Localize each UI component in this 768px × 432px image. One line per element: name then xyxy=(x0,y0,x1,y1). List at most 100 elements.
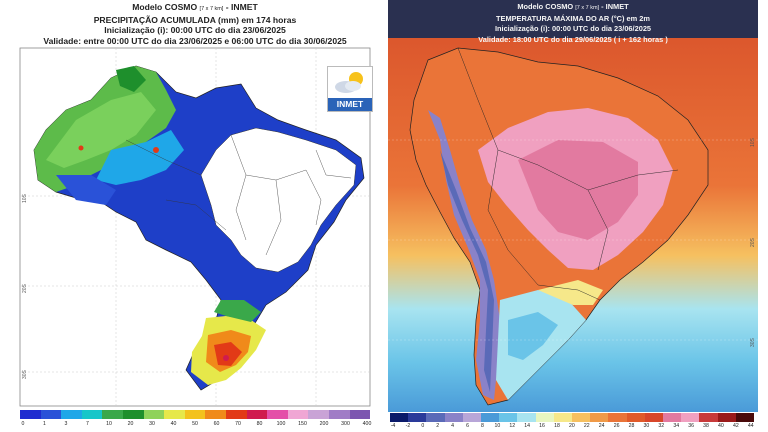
precip-validity: Validade: entre 00:00 UTC do dia 23/06/2… xyxy=(43,35,347,46)
colorbar-swatch xyxy=(81,410,103,419)
colorbar-tick-label: 4 xyxy=(451,423,455,429)
colorbar-swatch xyxy=(390,413,409,422)
colorbar-swatch xyxy=(246,410,268,419)
precip-colorbar xyxy=(20,410,371,419)
colorbar-swatch xyxy=(267,410,288,419)
colorbar-swatch xyxy=(444,413,463,422)
colorbar-swatch xyxy=(626,413,645,422)
colorbar-swatch xyxy=(517,413,536,422)
colorbar-swatch xyxy=(102,410,123,419)
latitude-label: 20S xyxy=(22,284,28,293)
weather-cloud-sun-icon xyxy=(335,72,363,93)
colorbar-tick-label: 34 xyxy=(673,423,680,429)
latitude-label: 10S xyxy=(750,138,756,147)
colorbar-tick-label: 28 xyxy=(628,423,635,429)
colorbar-swatch xyxy=(590,413,609,422)
precip-map-canvas xyxy=(19,47,371,407)
precipitation-map-panel: Modelo COSMO [7 x 7 km] - INMET PRECIPIT… xyxy=(16,0,374,432)
colorbar-tick-label: 50 xyxy=(192,421,198,427)
colorbar-tick-label: 400 xyxy=(362,421,372,427)
colorbar-tick-label: 300 xyxy=(341,421,350,427)
latitude-label: 10S xyxy=(22,194,28,203)
precip-colorbar-labels: 0 1 3 7 10 20 30 40 50 60 70 80 100 150 200 300 400 xyxy=(18,421,372,427)
temp-model-line: Modelo COSMO [7 x 7 km] - INMET xyxy=(517,2,629,11)
colorbar-swatch xyxy=(426,413,445,422)
colorbar-swatch xyxy=(572,413,591,422)
colorbar-swatch xyxy=(735,413,755,422)
colorbar-swatch xyxy=(184,410,206,419)
colorbar-tick-label: 1 xyxy=(43,421,46,427)
colorbar-swatch xyxy=(143,410,165,419)
colorbar-tick-label: 38 xyxy=(703,423,709,429)
colorbar-swatch xyxy=(20,410,41,419)
precip-state-borders xyxy=(125,134,352,256)
colorbar-tick-label: 16 xyxy=(539,423,545,429)
colorbar-swatch xyxy=(349,410,371,419)
colorbar-swatch xyxy=(535,413,554,422)
colorbar-tick-label: 8 xyxy=(480,423,484,429)
temp-title: TEMPERATURA MÁXIMA DO AR (°C) em 2m xyxy=(496,13,650,23)
colorbar-tick-label: 26 xyxy=(613,423,620,429)
colorbar-tick-label: 36 xyxy=(688,423,695,429)
temp-very-hot-zone xyxy=(518,140,638,240)
colorbar-swatch xyxy=(308,410,329,419)
latitude-label: 20S xyxy=(750,238,756,247)
colorbar-tick-label: 44 xyxy=(747,423,754,429)
colorbar-swatch xyxy=(408,413,427,422)
latitude-label: 30S xyxy=(750,338,756,347)
colorbar-tick-label: 80 xyxy=(256,421,263,427)
colorbar-tick-label: 60 xyxy=(213,421,220,427)
temp-header-band xyxy=(388,0,758,38)
latitude-label: 30S xyxy=(22,370,28,379)
colorbar-swatch xyxy=(699,413,718,422)
colorbar-swatch xyxy=(287,410,309,419)
colorbar-tick-label: 10 xyxy=(494,423,501,429)
colorbar-tick-label: 2 xyxy=(436,423,440,429)
colorbar-swatch xyxy=(328,410,350,419)
colorbar-swatch xyxy=(164,410,185,419)
colorbar-tick-label: 12 xyxy=(509,423,516,429)
colorbar-tick-label: 0 xyxy=(21,421,25,427)
colorbar-tick-label: 7 xyxy=(86,421,89,427)
colorbar-tick-label: 30 xyxy=(149,421,155,427)
colorbar-tick-label: 30 xyxy=(643,423,650,429)
temperature-colorbar-labels: -4 -2 0 2 4 6 8 10 12 14 16 18 20 22 24 26 28 30 32 34 36 38 4… xyxy=(388,423,756,429)
precip-map-header: Modelo COSMO [7 x 7 km] - INMET PRECIPIT… xyxy=(16,2,374,46)
colorbar-swatch xyxy=(225,410,247,419)
temp-graticule xyxy=(388,139,758,341)
colorbar-tick-label: -4 xyxy=(390,423,396,429)
colorbar-tick-label: 32 xyxy=(658,423,665,429)
colorbar-tick-label: 20 xyxy=(568,423,575,429)
colorbar-tick-label: 70 xyxy=(235,421,241,427)
colorbar-swatch xyxy=(499,413,518,422)
precip-spot-red xyxy=(153,147,159,153)
temp-andes-cold xyxy=(428,110,500,400)
colorbar-swatch xyxy=(122,410,144,419)
colorbar-tick-label: 18 xyxy=(554,423,560,429)
precip-init-time: Inicialização (i): 00:00 UTC do dia 23/0… xyxy=(104,25,286,35)
precip-title: PRECIPITAÇÃO ACUMULADA (mm) em 174 horas xyxy=(93,14,297,25)
colorbar-tick-label: 40 xyxy=(718,423,724,429)
colorbar-tick-label: 40 xyxy=(170,421,177,427)
temp-validity: Validade: 18:00 UTC do dia 29/06/2025 ( … xyxy=(478,34,668,44)
precip-zone-darkgreen xyxy=(116,66,146,92)
temperature-colorbar xyxy=(390,413,755,422)
temp-map-header: Modelo COSMO [7 x 7 km] - INMET TEMPERAT… xyxy=(388,2,758,45)
precip-model-line: Modelo COSMO [7 x 7 km] - INMET xyxy=(132,2,258,12)
temp-init-time: Inicialização (i): 00:00 UTC do dia 23/0… xyxy=(494,24,652,33)
colorbar-swatch xyxy=(205,410,226,419)
colorbar-swatch xyxy=(61,410,82,419)
precip-zone-cyan xyxy=(96,130,184,185)
colorbar-swatch xyxy=(40,410,62,419)
colorbar-swatch xyxy=(481,413,500,422)
colorbar-swatch xyxy=(681,413,700,422)
colorbar-tick-label: 6 xyxy=(466,423,469,429)
colorbar-tick-label: 100 xyxy=(276,421,286,427)
colorbar-swatch xyxy=(663,413,682,422)
colorbar-tick-label: 42 xyxy=(732,423,739,429)
precip-zone-blue xyxy=(56,175,116,205)
colorbar-tick-label: 10 xyxy=(106,421,112,427)
colorbar-tick-label: 3 xyxy=(64,421,68,427)
temperature-map-panel: Modelo COSMO [7 x 7 km] - INMET TEMPERAT… xyxy=(388,0,758,432)
colorbar-swatch xyxy=(644,413,664,422)
